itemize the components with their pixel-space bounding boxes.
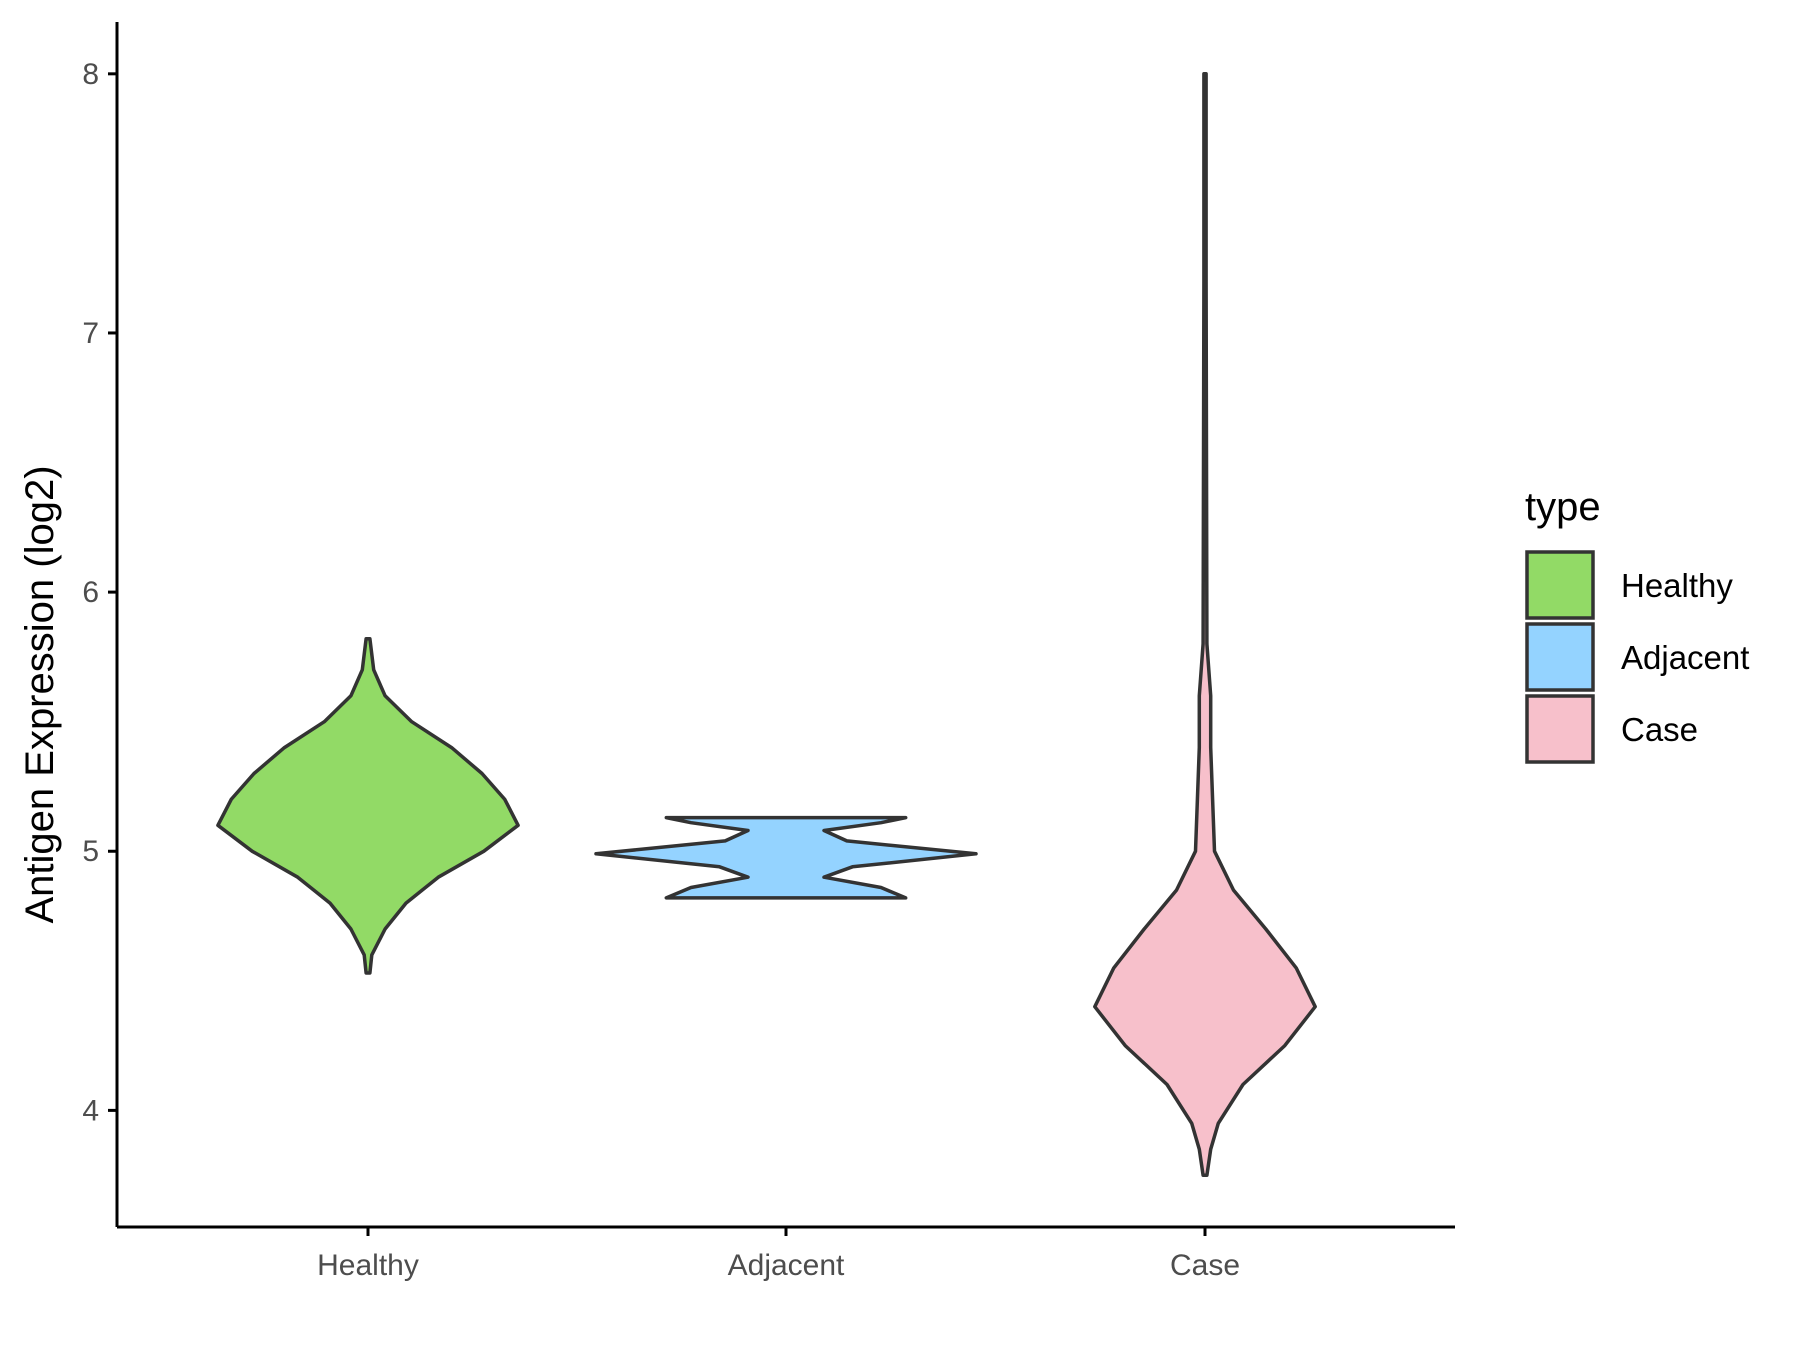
y-tick-label: 8 bbox=[82, 58, 99, 91]
y-tick-label: 4 bbox=[82, 1094, 99, 1127]
legend-label-healthy: Healthy bbox=[1621, 567, 1733, 604]
y-tick-label: 5 bbox=[82, 835, 99, 868]
x-axis-ticks: Healthy Adjacent Case bbox=[317, 1227, 1240, 1282]
legend-key-adjacent bbox=[1525, 622, 1595, 692]
violin-case bbox=[1093, 72, 1317, 1177]
legend-key-healthy bbox=[1525, 550, 1595, 620]
violin-adjacent bbox=[594, 815, 978, 900]
legend-label-adjacent: Adjacent bbox=[1621, 639, 1749, 676]
x-tick-label: Healthy bbox=[317, 1249, 419, 1282]
y-axis-ticks: 4 5 6 7 8 bbox=[82, 58, 117, 1127]
legend-key-case bbox=[1525, 694, 1595, 764]
violin-layer bbox=[216, 72, 1317, 1177]
y-axis-title: Antigen Expression (log2) bbox=[18, 465, 62, 923]
y-tick-label: 7 bbox=[82, 317, 99, 350]
y-tick-label: 6 bbox=[82, 576, 99, 609]
legend: type Healthy Adjacent Case bbox=[1525, 485, 1749, 764]
legend-label-case: Case bbox=[1621, 711, 1698, 748]
x-tick-label: Adjacent bbox=[728, 1249, 845, 1282]
violin-healthy bbox=[216, 637, 520, 975]
legend-title: type bbox=[1525, 485, 1601, 529]
x-tick-label: Case bbox=[1170, 1249, 1240, 1282]
